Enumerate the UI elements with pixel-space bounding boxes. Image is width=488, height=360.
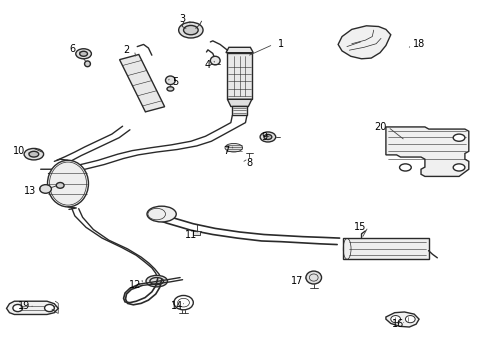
Polygon shape	[385, 312, 418, 327]
Polygon shape	[6, 301, 58, 315]
Text: 14: 14	[171, 301, 183, 311]
Ellipse shape	[56, 183, 64, 188]
Text: 5: 5	[172, 77, 178, 87]
Text: 3: 3	[179, 14, 185, 24]
Ellipse shape	[76, 49, 91, 59]
Ellipse shape	[13, 305, 22, 312]
Polygon shape	[227, 99, 251, 107]
Text: 15: 15	[354, 222, 366, 231]
Text: 8: 8	[246, 158, 252, 168]
Ellipse shape	[47, 160, 88, 207]
Ellipse shape	[24, 148, 43, 160]
Ellipse shape	[305, 271, 321, 284]
Ellipse shape	[183, 26, 198, 35]
Ellipse shape	[29, 151, 39, 157]
Text: 6: 6	[70, 44, 76, 54]
Text: 10: 10	[13, 145, 25, 156]
Ellipse shape	[178, 22, 203, 38]
Text: 1: 1	[278, 40, 284, 49]
Ellipse shape	[147, 206, 176, 222]
Text: 2: 2	[123, 45, 129, 55]
Text: 7: 7	[223, 145, 228, 156]
Polygon shape	[119, 54, 164, 112]
Ellipse shape	[80, 51, 87, 56]
Ellipse shape	[210, 56, 220, 65]
Bar	[343, 238, 427, 259]
Text: 19: 19	[18, 301, 30, 311]
Ellipse shape	[146, 275, 167, 287]
Polygon shape	[225, 47, 253, 53]
Text: 18: 18	[412, 40, 425, 49]
Ellipse shape	[260, 132, 275, 142]
Ellipse shape	[84, 61, 90, 67]
Text: 20: 20	[373, 122, 386, 132]
Ellipse shape	[264, 134, 271, 139]
Text: 13: 13	[24, 186, 36, 197]
Ellipse shape	[390, 316, 400, 323]
Text: 9: 9	[261, 132, 266, 142]
Ellipse shape	[44, 305, 54, 312]
Text: 16: 16	[391, 319, 404, 329]
Polygon shape	[385, 127, 468, 176]
Polygon shape	[227, 53, 251, 99]
Ellipse shape	[452, 164, 464, 171]
Text: 11: 11	[184, 230, 197, 239]
Text: 17: 17	[290, 276, 303, 286]
Ellipse shape	[165, 76, 175, 85]
Polygon shape	[337, 26, 390, 59]
Ellipse shape	[405, 316, 414, 323]
Text: 4: 4	[204, 59, 210, 69]
Ellipse shape	[166, 87, 173, 91]
Ellipse shape	[224, 143, 242, 152]
Text: 12: 12	[128, 280, 141, 290]
Bar	[193, 231, 200, 235]
Ellipse shape	[399, 164, 410, 171]
Polygon shape	[232, 107, 246, 116]
Ellipse shape	[40, 185, 51, 193]
Ellipse shape	[452, 134, 464, 141]
